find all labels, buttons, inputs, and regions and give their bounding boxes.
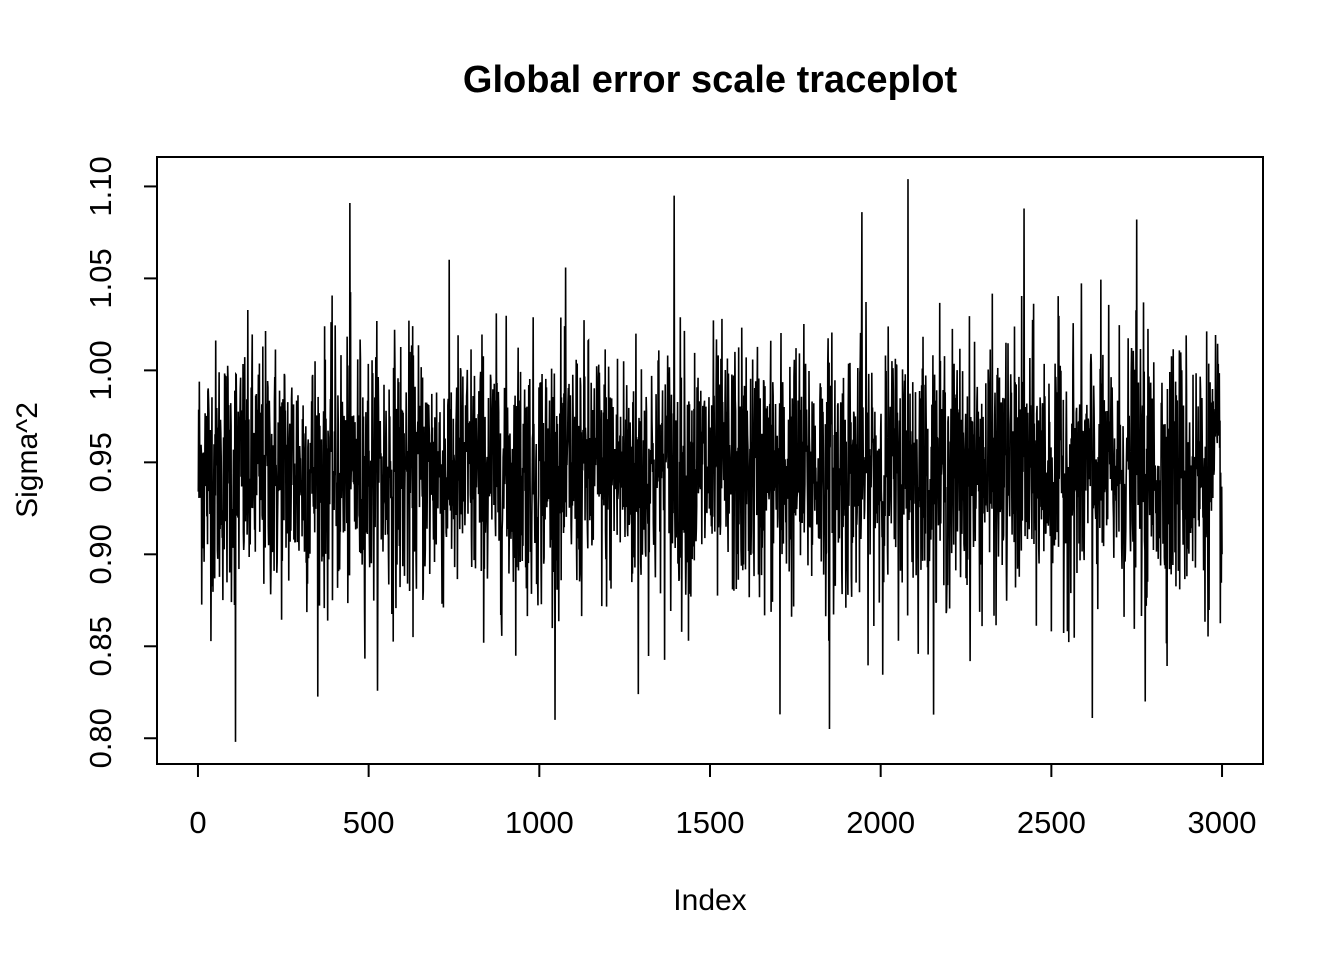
x-tick-label: 2500 [1017, 805, 1086, 840]
x-tick-label: 0 [189, 805, 206, 840]
trace-line [197, 179, 1223, 742]
x-tick-label: 2000 [846, 805, 915, 840]
x-tick-label: 500 [343, 805, 395, 840]
y-tick-label: 1.05 [83, 248, 118, 308]
x-tick-label: 1500 [676, 805, 745, 840]
x-tick-label: 1000 [505, 805, 574, 840]
x-axis-label: Index [673, 884, 746, 917]
x-tick-label: 3000 [1188, 805, 1257, 840]
y-axis-label: Sigma^2 [11, 402, 44, 518]
y-tick-label: 1.00 [83, 340, 118, 400]
y-tick-label: 1.10 [83, 156, 118, 216]
y-tick-label: 0.95 [83, 432, 118, 492]
y-tick-label: 0.85 [83, 616, 118, 676]
x-axis: 0 500 1000 1500 2000 2500 3000 [189, 763, 1257, 840]
y-axis: 0.80 0.85 0.90 0.95 1.00 1.05 1.10 [83, 156, 158, 768]
y-tick-label: 0.90 [83, 524, 118, 584]
y-tick-label: 0.80 [83, 708, 118, 768]
chart-title: Global error scale traceplot [463, 59, 958, 101]
